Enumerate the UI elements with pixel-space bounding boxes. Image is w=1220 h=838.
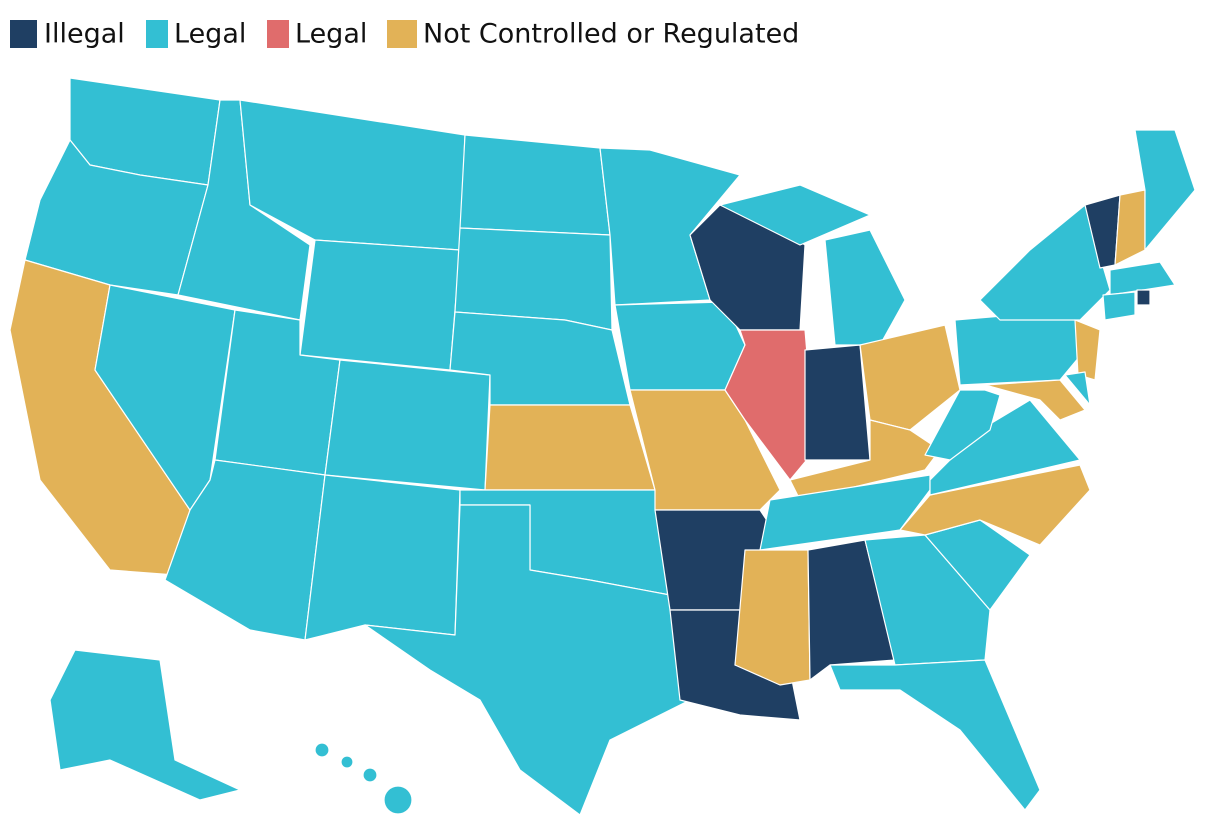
state <box>484 404 656 491</box>
legend-swatch <box>10 20 37 48</box>
state <box>383 785 413 815</box>
state <box>1136 289 1151 306</box>
state <box>49 649 241 801</box>
legend-label: Illegal <box>44 19 125 50</box>
state <box>324 359 491 491</box>
state <box>824 229 906 346</box>
state <box>340 755 354 769</box>
state <box>304 474 461 641</box>
state <box>364 504 691 816</box>
state <box>459 134 611 236</box>
state <box>859 324 961 431</box>
state <box>299 239 461 371</box>
state <box>759 474 931 551</box>
state <box>1109 261 1176 296</box>
state <box>864 534 991 666</box>
state <box>719 184 871 246</box>
state <box>1102 291 1136 321</box>
state <box>984 379 1086 421</box>
state <box>1134 129 1196 251</box>
states <box>9 77 1196 816</box>
legend-label: Not Controlled or Regulated <box>423 19 799 50</box>
state <box>314 742 330 758</box>
state <box>899 464 1091 546</box>
legend: Illegal Legal Legal Not Controlled or Re… <box>10 19 799 50</box>
state <box>1114 189 1146 266</box>
state <box>1064 371 1091 406</box>
state <box>954 309 1086 386</box>
state <box>804 344 871 461</box>
legend-label: Legal <box>174 19 246 50</box>
state <box>362 767 378 783</box>
legend-swatch <box>146 20 168 48</box>
state <box>829 659 1041 811</box>
legend-swatch <box>387 20 417 48</box>
legend-swatch <box>267 20 289 48</box>
legend-label: Legal <box>295 19 367 50</box>
state <box>734 549 811 686</box>
state <box>924 389 1001 461</box>
state <box>1074 319 1101 381</box>
